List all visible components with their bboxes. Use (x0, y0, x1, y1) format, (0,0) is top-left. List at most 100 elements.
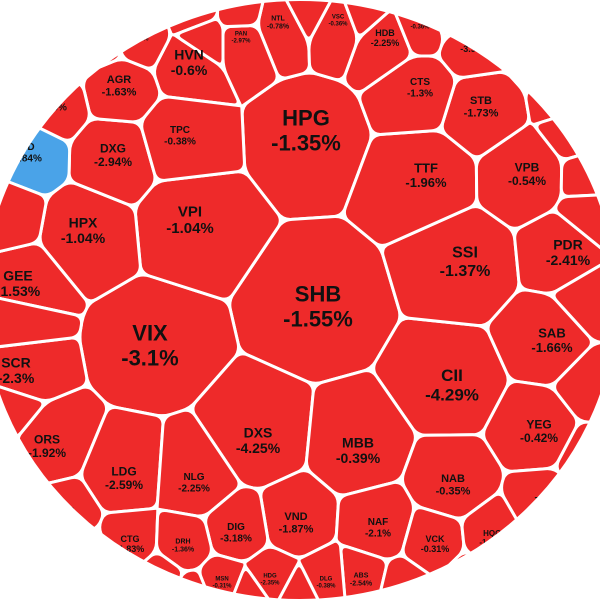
tile-crc[interactable] (0, 498, 42, 584)
price-change: -4.25% (236, 440, 281, 456)
price-change: -0.4% (52, 52, 76, 62)
price-change: -1.73% (464, 107, 499, 119)
tile-label-plp: PLP-1.32% (10, 64, 30, 77)
price-change: -0.51% (150, 578, 170, 584)
ticker-symbol: AGG (132, 30, 146, 36)
price-change: -0.38% (316, 583, 336, 589)
ticker-symbol: LDG (111, 464, 136, 478)
ticker-symbol: SHB (295, 281, 341, 306)
price-change: -0.36% (328, 21, 348, 27)
price-change: -1.96% (405, 175, 447, 190)
price-change: -2.41% (546, 252, 591, 268)
price-change: -2.54% (350, 581, 373, 588)
price-change: -3.47% (558, 92, 583, 101)
ticker-symbol: DXS (244, 424, 273, 440)
ticker-symbol: FCN (41, 91, 62, 102)
tile-vsc[interactable] (307, 0, 359, 82)
tile-unlabeled (0, 294, 84, 350)
ticker-symbol: LCG (536, 41, 553, 50)
ticker-symbol: ABS (354, 573, 369, 580)
ticker-symbol: HPX (69, 214, 98, 230)
price-change: -2.14% (562, 57, 582, 63)
price-change: -1.04% (61, 230, 106, 246)
price-change: -1.92% (28, 446, 66, 460)
tile-label-hpg: HPG-1.35% (271, 105, 341, 155)
tile-unlabeled (176, 18, 225, 66)
ticker-symbol: DPG (562, 83, 579, 92)
ticker-symbol: DIG (227, 522, 245, 533)
ticker-symbol: SCR (1, 354, 31, 370)
ticker-symbol: PLP (14, 64, 26, 70)
tile-unlabeled (272, 564, 327, 600)
tile-unlabeled (0, 67, 28, 141)
tile-smc[interactable] (553, 20, 600, 77)
ticker-symbol: SAB (538, 325, 565, 340)
ticker-symbol: SSI (452, 245, 478, 262)
tile-label-dxg: DXG-2.94% (94, 141, 132, 169)
ticker-symbol: CII (441, 366, 463, 385)
price-change: -1.36% (172, 547, 195, 554)
price-change: -1.04% (166, 220, 214, 237)
tile-label-dxs: DXS-4.25% (236, 424, 281, 456)
ticker-symbol: NAF (368, 517, 389, 528)
price-change: -3.1% (121, 345, 178, 370)
price-change: -1.35% (271, 130, 341, 155)
tile-label-lcg: LCG-0.99% (531, 41, 556, 59)
ticker-symbol: STB (470, 95, 492, 107)
price-change: -2.59% (105, 478, 143, 492)
tile-label-vpi: VPI-1.04% (166, 203, 214, 237)
tile-unlabeled (552, 256, 600, 344)
price-change: -0.6% (171, 62, 208, 78)
tile-label-agr: AGR-1.63% (102, 74, 137, 98)
price-change: -1.37% (440, 263, 491, 280)
price-change: -0.54% (508, 174, 546, 188)
tile-plp[interactable] (0, 39, 47, 94)
tile-vab[interactable] (56, 528, 112, 600)
tile-label-shb: SHB-1.55% (283, 281, 353, 331)
price-change: -1.3% (407, 88, 433, 99)
ticker-symbol: CRC (4, 526, 18, 532)
ticker-symbol: YEG (526, 417, 551, 431)
price-change: -1.53% (0, 283, 41, 299)
ticker-symbol: CTG (121, 534, 140, 544)
tile-label-msn: MSN-0.31% (212, 577, 232, 590)
price-change: -1.55% (283, 306, 353, 331)
tile-dlg[interactable] (297, 539, 348, 600)
ticker-symbol: VCI (575, 119, 592, 130)
tile-label-ntl: NTL-0.78% (267, 16, 290, 31)
ticker-symbol: GEE (3, 267, 33, 283)
price-change: -0.31% (421, 544, 450, 554)
tile-label-hdb: HDB-2.25% (371, 28, 400, 48)
tile-hpg[interactable] (240, 71, 373, 221)
price-change: -0.78% (267, 24, 290, 31)
tile-label-ors: ORS-1.92% (28, 432, 66, 460)
price-change: -0.74% (567, 130, 599, 141)
tile-unlabeled (555, 537, 600, 600)
tile-scr[interactable] (0, 336, 89, 402)
ticker-symbol: VND (284, 511, 307, 523)
price-change: -1.63% (102, 86, 137, 98)
ticker-symbol: PAN (235, 32, 247, 38)
tile-msh[interactable] (514, 528, 564, 589)
ticker-symbol: TPC (170, 125, 190, 136)
tile-unlabeled (581, 48, 600, 120)
tile-label-gee: GEE-1.53% (0, 267, 41, 299)
tile-label-ssi: SSI-1.37% (440, 245, 491, 280)
tile-label-ttf: TTF-1.96% (405, 160, 447, 190)
price-change: -0.38% (164, 136, 196, 147)
ticker-symbol: VOS (54, 42, 73, 52)
tile-unlabeled (0, 171, 48, 256)
price-change: -0.36% (410, 24, 430, 30)
tile-label-smc: SMC-2.14% (562, 51, 582, 64)
tile-vos[interactable] (39, 9, 91, 84)
ticker-symbol: HPG (282, 105, 330, 130)
ticker-symbol: NTL (271, 16, 285, 23)
tile-unlabeled (0, 0, 74, 54)
ticker-symbol: TTF (414, 160, 438, 175)
ticker-symbol: NAB (441, 473, 465, 485)
price-change: -0.46% (90, 40, 110, 46)
tile-label-sab: SAB-1.66% (531, 325, 573, 355)
tile-unlabeled (277, 0, 341, 40)
price-change: -1.83% (116, 544, 145, 554)
tile-label-vsc: VSC-0.36% (328, 15, 348, 28)
